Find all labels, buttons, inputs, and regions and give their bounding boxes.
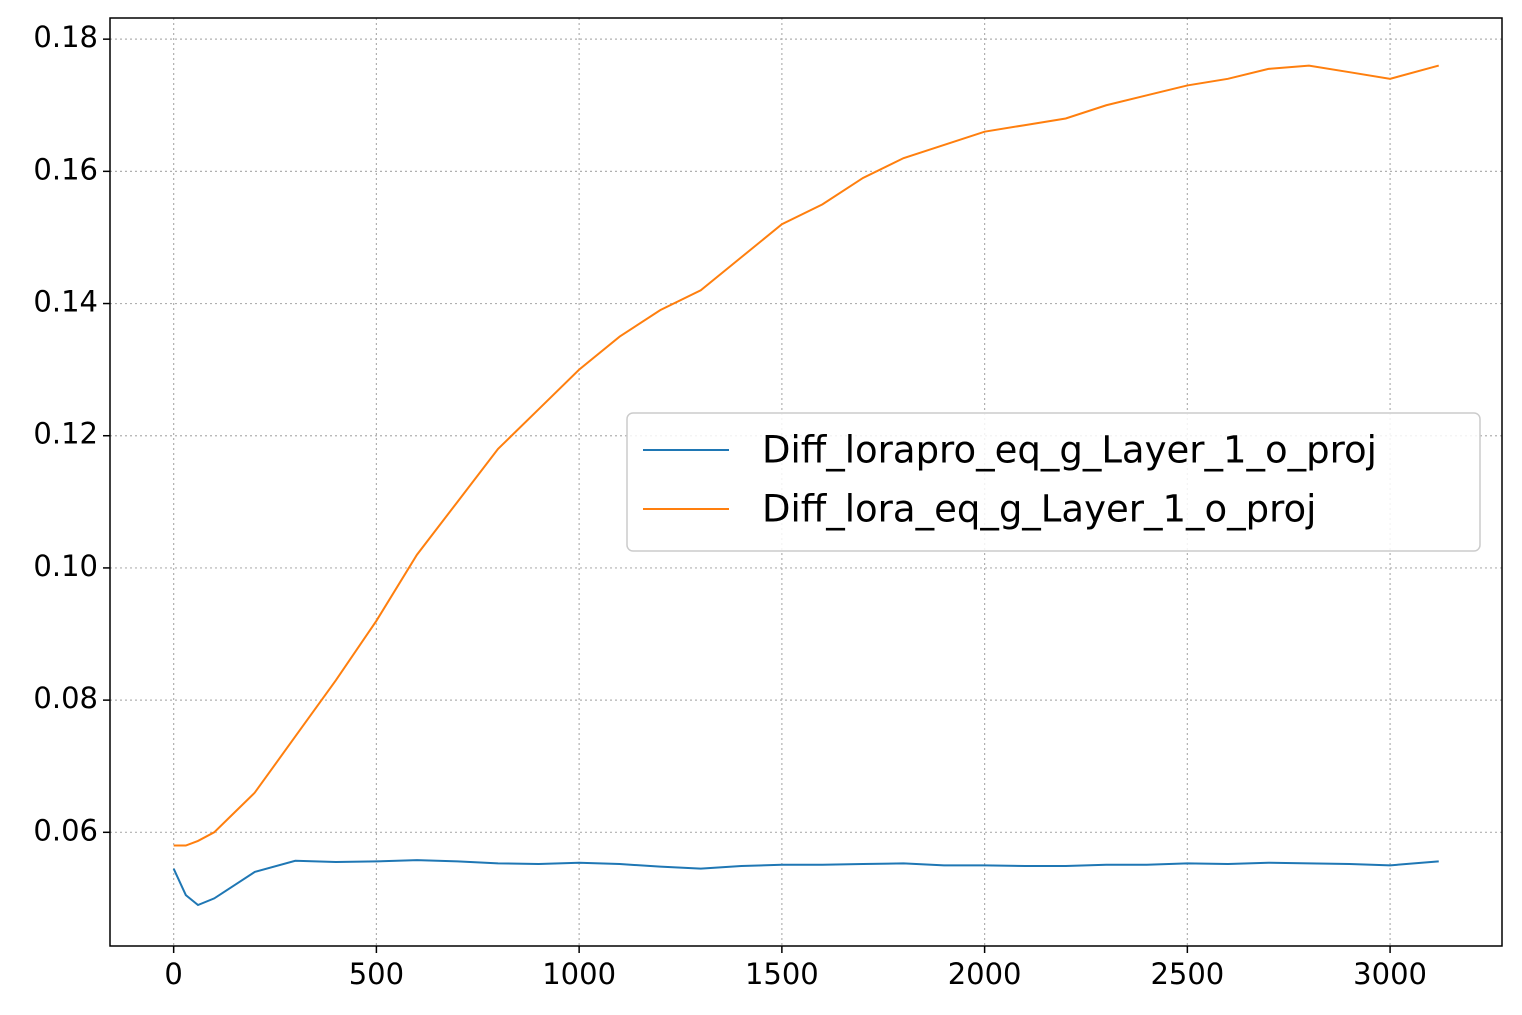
y-tick-label: 0.12 [33, 417, 98, 451]
x-tick-label: 2500 [1150, 957, 1224, 991]
x-tick-label: 1500 [745, 957, 819, 991]
x-tick-label: 500 [349, 957, 404, 991]
series-line [172, 859, 1439, 907]
x-tick-label: 3000 [1353, 957, 1427, 991]
legend-label: Diff_lorapro_eq_g_Layer_1_o_proj [762, 429, 1377, 472]
y-tick-label: 0.14 [33, 285, 98, 319]
y-tick-label: 0.16 [33, 152, 98, 186]
legend-label: Diff_lora_eq_g_Layer_1_o_proj [762, 488, 1316, 531]
x-tick-label: 0 [164, 957, 182, 991]
x-tick-label: 2000 [948, 957, 1022, 991]
y-tick-label: 0.18 [33, 20, 98, 54]
x-tick-label: 1000 [542, 957, 616, 991]
y-tick-label: 0.08 [33, 681, 98, 715]
y-tick-label: 0.06 [33, 813, 98, 847]
y-tick-label: 0.10 [33, 549, 98, 583]
plot-frame [109, 17, 1503, 947]
legend-box [626, 412, 1481, 552]
series-line [173, 64, 1440, 847]
